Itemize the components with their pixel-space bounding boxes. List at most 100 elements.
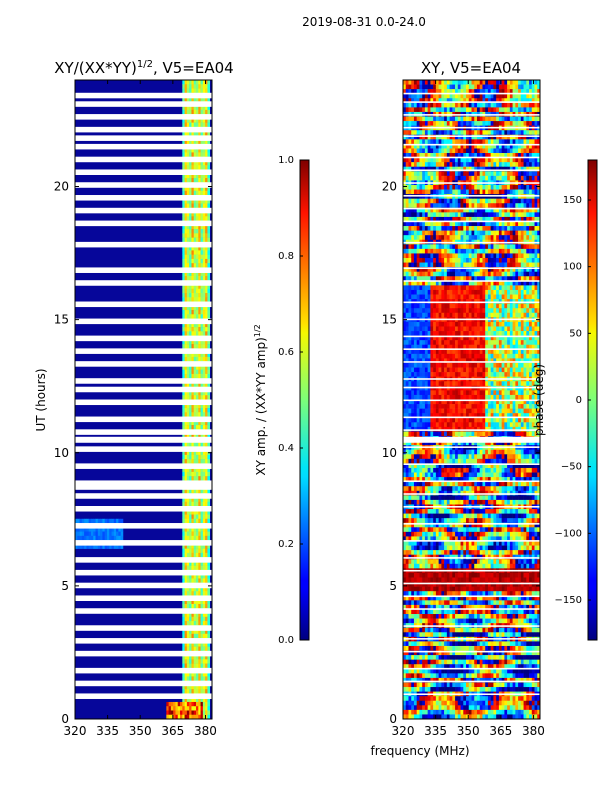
right-heatmap-cell (433, 84, 437, 90)
left-heatmap-cell (90, 544, 94, 549)
left-heatmap-cell (184, 578, 188, 583)
right-heatmap-cell (411, 344, 415, 350)
right-heatmap-cell (534, 139, 538, 145)
right-heatmap-cell (444, 258, 448, 263)
left-heatmap-cell (182, 356, 185, 362)
right-heatmap-cell (416, 80, 420, 85)
left-heatmap-cell (200, 497, 204, 503)
right-heatmap-cell (537, 139, 540, 145)
left-heatmap-cell (186, 352, 190, 358)
right-heatmap-cell (446, 203, 450, 209)
left-heatmap-cell (205, 275, 208, 281)
right-heatmap-cell (457, 289, 461, 295)
right-heatmap-cell (512, 116, 516, 122)
right-heatmap-cell (496, 267, 500, 272)
right-heatmap-cell (479, 171, 483, 177)
right-heatmap-cell (526, 321, 530, 327)
right-heatmap-cell (405, 349, 409, 355)
left-heatmap-cell (198, 160, 201, 166)
right-heatmap-cell (537, 285, 540, 291)
right-heatmap-cell (512, 326, 516, 332)
right-heatmap-cell (403, 107, 407, 113)
left-heatmap-cell (198, 578, 201, 583)
right-heatmap-cell (438, 184, 442, 190)
left-flag-gap (75, 667, 212, 674)
left-heatmap-cell (182, 365, 185, 370)
right-heatmap-cell (416, 216, 420, 222)
right-heatmap-cell (422, 93, 426, 99)
right-heatmap-cell (504, 175, 508, 181)
right-heatmap-cell (485, 157, 489, 163)
right-heatmap-cell (449, 216, 453, 222)
right-heatmap-cell (482, 258, 486, 263)
right-heatmap-cell (444, 175, 448, 181)
left-heatmap-cell (198, 233, 201, 238)
right-heatmap-cell (479, 102, 483, 108)
left-heatmap-cell (182, 450, 185, 456)
right-heatmap-cell (493, 280, 497, 286)
right-heatmap-cell (534, 303, 538, 309)
right-heatmap-cell (531, 153, 535, 158)
left-heatmap-cell (200, 633, 204, 639)
left-heatmap-cell (200, 84, 204, 89)
left-heatmap-cell (191, 297, 195, 302)
right-heatmap-cell (452, 184, 456, 190)
right-heatmap-cell (455, 121, 459, 126)
right-heatmap-cell (408, 285, 412, 291)
right-heatmap-cell (468, 102, 472, 108)
left-heatmap-cell (184, 655, 188, 660)
right-heatmap-cell (515, 207, 519, 213)
left-heatmap-cell (186, 672, 190, 677)
right-heatmap-cell (507, 280, 511, 286)
right-heatmap-cell (449, 184, 453, 190)
right-heatmap-cell (411, 207, 415, 213)
left-heatmap-cell (184, 706, 188, 711)
right-heatmap-cell (430, 157, 434, 163)
left-heatmap-cell (205, 412, 208, 417)
right-heatmap-cell (515, 303, 519, 309)
right-heatmap-cell (520, 303, 524, 309)
left-heatmap-cell (75, 518, 78, 524)
left-heatmap-cell (207, 603, 211, 609)
right-heatmap-cell (526, 102, 530, 108)
right-heatmap-cell (523, 216, 527, 222)
right-heatmap-cell (403, 148, 407, 154)
right-heatmap-cell (509, 93, 513, 99)
right-heatmap-cell (435, 331, 439, 336)
left-heatmap-cell (205, 629, 208, 635)
right-heatmap-cell (441, 102, 445, 108)
left-heatmap-cell (205, 684, 208, 690)
right-heatmap-cell (526, 258, 530, 263)
right-heatmap-cell (479, 221, 483, 227)
left-heatmap-cell (205, 160, 208, 166)
left-heatmap-cell (182, 471, 185, 477)
right-heatmap-cell (403, 216, 407, 222)
right-heatmap-cell (474, 198, 478, 204)
right-heatmap-cell (422, 203, 426, 209)
right-heatmap-cell (419, 107, 423, 113)
left-heatmap-cell (182, 212, 185, 217)
right-heatmap-cell (487, 203, 491, 209)
right-heatmap-cell (487, 221, 491, 227)
left-heatmap-cell (200, 642, 204, 647)
right-heatmap-cell (493, 271, 497, 277)
right-heatmap-cell (460, 221, 464, 227)
left-heatmap-cell (193, 139, 197, 145)
right-heatmap-cell (441, 80, 445, 85)
right-heatmap-cell (493, 98, 497, 104)
right-heatmap-cell (405, 134, 409, 140)
right-heatmap-cell (438, 258, 442, 263)
right-heatmap-cell (515, 331, 519, 336)
right-heatmap-cell (504, 253, 508, 259)
right-heatmap-cell (496, 134, 500, 140)
right-heatmap-cell (531, 230, 535, 236)
right-heatmap-cell (476, 171, 481, 177)
left-heatmap-cell (79, 535, 83, 541)
right-heatmap-cell (449, 107, 453, 113)
left-heatmap-cell (200, 263, 204, 268)
right-heatmap-cell (531, 308, 535, 314)
right-heatmap-cell (501, 166, 505, 172)
right-heatmap-cell (487, 84, 491, 90)
left-heatmap-cell (100, 527, 103, 532)
left-heatmap-cell (191, 454, 195, 460)
